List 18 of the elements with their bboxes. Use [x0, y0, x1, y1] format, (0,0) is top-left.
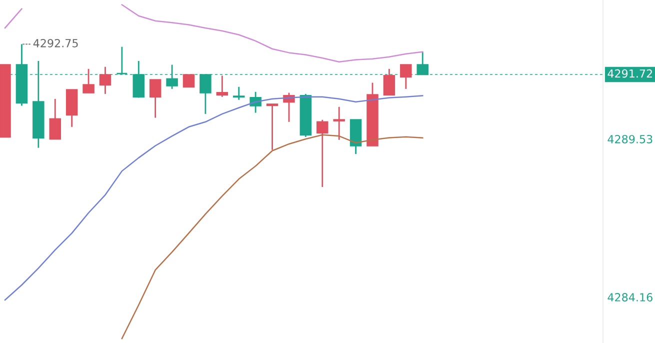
candlestick — [266, 104, 278, 151]
candlestick — [149, 79, 162, 118]
candlestick — [333, 106, 345, 141]
line-series — [121, 134, 424, 340]
candlestick — [182, 74, 195, 88]
candlestick — [216, 74, 228, 98]
y-tick-label: 4289.53 — [608, 134, 652, 144]
ref-line-label: 4291.72 — [608, 69, 652, 78]
candlestick — [316, 119, 328, 188]
candlestick — [400, 64, 412, 90]
annotation: 4292.75 — [33, 38, 78, 48]
candlestick — [99, 66, 112, 95]
line-series — [4, 95, 424, 301]
candlestick — [232, 86, 245, 101]
y-tick-label: 4284.16 — [608, 293, 652, 302]
candlestick — [49, 98, 61, 140]
candlestick — [82, 68, 94, 94]
candlestick — [383, 68, 396, 96]
